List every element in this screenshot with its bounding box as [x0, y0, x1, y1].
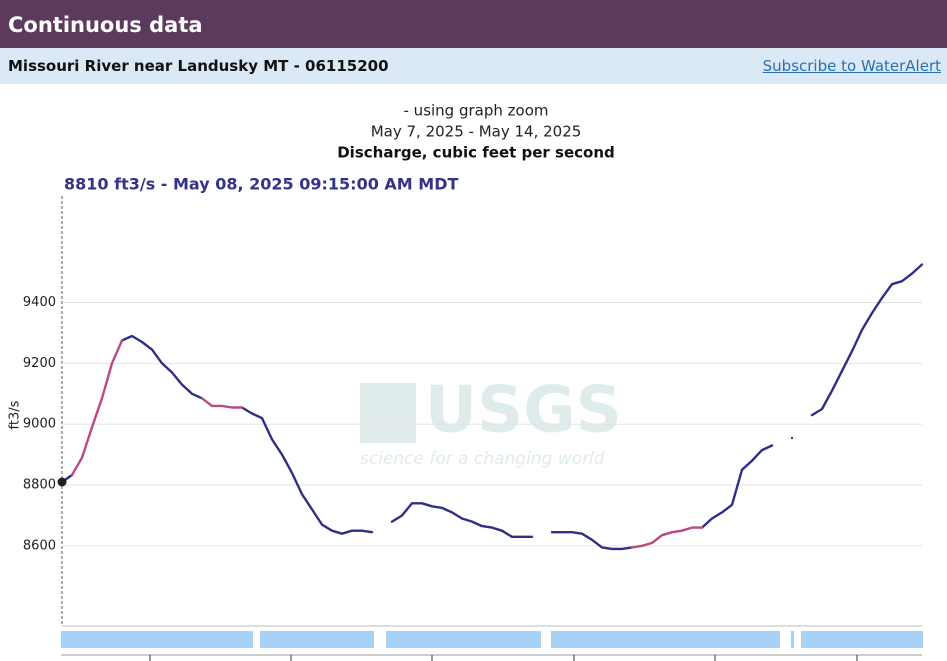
chart-subtitle: - using graph zoom — [404, 102, 549, 120]
availability-segment — [791, 631, 794, 648]
tooltip: 8810 ft3/s - May 08, 2025 09:15:00 AM MD… — [64, 175, 458, 194]
cursor-point — [57, 477, 67, 487]
y-tick-label: 8800 — [23, 478, 56, 493]
station-bar: Missouri River near Landusky MT - 061152… — [0, 48, 947, 84]
y-tick-label: 8600 — [23, 538, 56, 553]
watermark: USGS science for a changing world — [360, 374, 622, 469]
y-tick-label: 9400 — [23, 295, 56, 310]
availability-segment — [386, 631, 541, 648]
y-tick-label: 9000 — [23, 417, 56, 432]
station-name: Missouri River near Landusky MT - 061152… — [8, 57, 389, 75]
availability-segment — [260, 631, 374, 648]
watermark-logo: USGS — [425, 374, 622, 448]
y-axis-label: ft3/s — [8, 400, 23, 429]
x-ticks — [61, 654, 922, 661]
page-title: Continuous data — [0, 0, 947, 48]
data-line — [70, 339, 704, 549]
data-line — [60, 263, 924, 551]
availability-bar — [61, 631, 923, 648]
availability-segment — [551, 631, 780, 648]
date-range: May 7, 2025 - May 14, 2025 — [371, 123, 582, 141]
watermark-tagline: science for a changing world — [360, 449, 605, 469]
subscribe-link[interactable]: Subscribe to WaterAlert — [762, 57, 941, 75]
chart-title: Discharge, cubic feet per second — [337, 144, 615, 162]
chart: USGS science for a changing world - usin… — [8, 102, 924, 661]
y-tick-label: 9200 — [23, 356, 56, 371]
availability-segment — [61, 631, 253, 648]
watermark-icon — [360, 383, 416, 443]
availability-segment — [801, 631, 923, 648]
